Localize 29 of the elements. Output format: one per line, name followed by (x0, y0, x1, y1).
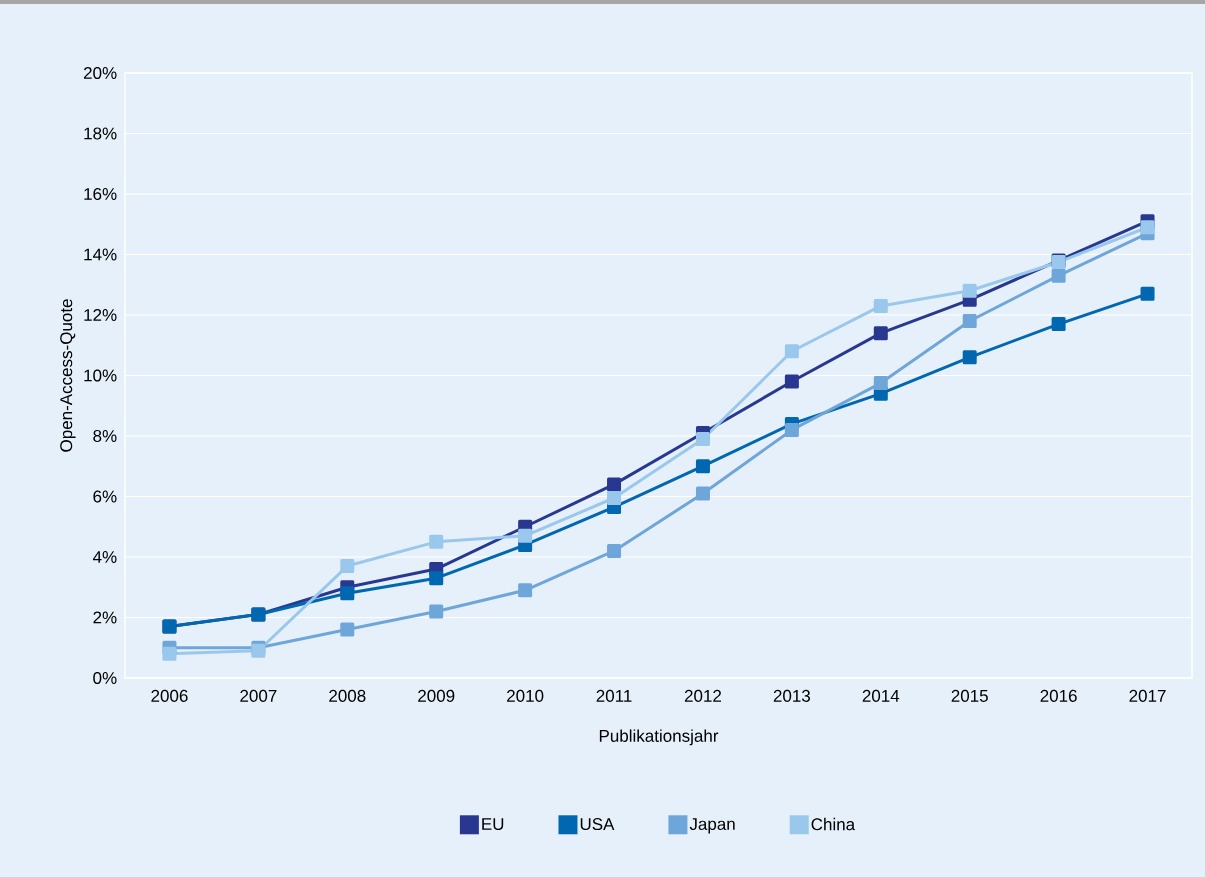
x-tick-label: 2015 (951, 689, 988, 702)
x-tick-label: 2010 (507, 689, 544, 702)
x-tick-label: 2007 (240, 689, 277, 702)
x-tick-label: 2017 (1129, 689, 1166, 702)
legend-label: China (811, 817, 856, 831)
y-tick-label: 4% (92, 551, 117, 563)
y-tick-label: 10% (84, 369, 117, 382)
x-tick-label: 2011 (596, 689, 632, 702)
y-tick-label: 12% (84, 308, 117, 321)
y-tick-label: 16% (84, 187, 117, 201)
y-tick-label: 20% (83, 66, 117, 80)
y-tick-label: 18% (84, 127, 117, 140)
legend-label: USA (580, 818, 615, 831)
x-tick-label: 2013 (773, 689, 811, 702)
y-tick-label: 14% (84, 248, 117, 261)
x-tick-label: 2008 (329, 689, 366, 702)
x-axis-title: Publikationsjahr (599, 729, 719, 746)
x-tick-label: 2012 (684, 689, 721, 702)
x-tick-label: 2006 (151, 689, 188, 702)
y-axis-title: Open-Access-Quote (60, 299, 76, 452)
x-tick-label: 2016 (1040, 689, 1077, 702)
x-tick-label: 2009 (418, 689, 455, 702)
y-tick-label: 6% (93, 490, 117, 503)
y-tick-label: 2% (93, 611, 117, 624)
x-tick-label: 2014 (862, 689, 900, 702)
y-tick-label: 0% (93, 671, 117, 685)
y-tick-label: 8% (93, 429, 117, 443)
legend-label: EU (482, 818, 504, 831)
legend-label: Japan (689, 818, 735, 834)
